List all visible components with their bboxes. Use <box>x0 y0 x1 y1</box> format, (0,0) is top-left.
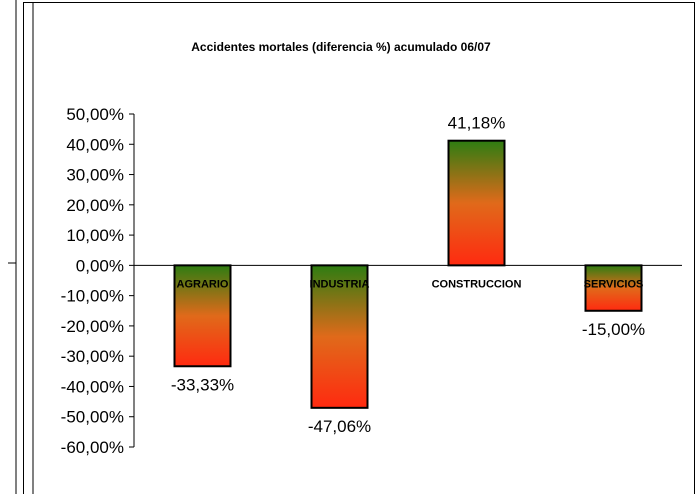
data-label: -15,00% <box>582 320 645 339</box>
bar <box>447 139 506 267</box>
bar <box>173 264 232 368</box>
bar <box>584 264 643 312</box>
category-label: SERVICIOS <box>584 278 644 290</box>
category-label: CONSTRUCCION <box>432 278 522 290</box>
y-tick-label: -40,00% <box>61 377 124 396</box>
y-tick-label: 30,00% <box>66 166 124 185</box>
category-label: INDUSTRIA <box>310 278 370 290</box>
y-tick-label: 10,00% <box>66 226 124 245</box>
data-label: -33,33% <box>171 375 234 394</box>
chart-frame <box>23 2 695 494</box>
chart-title: Accidentes mortales (diferencia %) acumu… <box>191 40 491 54</box>
y-tick-label: -50,00% <box>61 408 124 427</box>
y-tick-label: 40,00% <box>66 135 124 154</box>
y-tick-label: 0,00% <box>76 256 124 275</box>
y-tick-label: -10,00% <box>61 287 124 306</box>
bar <box>310 264 369 409</box>
category-labels: AGRARIO INDUSTRIA CONSTRUCCION SERVICIOS <box>177 278 644 290</box>
y-tick-label: 20,00% <box>66 196 124 215</box>
y-tick-label: -30,00% <box>61 347 124 366</box>
y-tick-label: 50,00% <box>66 105 124 124</box>
data-label: -47,06% <box>308 417 371 436</box>
data-label: 41,18% <box>448 114 506 133</box>
data-labels: -33,33% -47,06% 41,18% -15,00% <box>171 114 645 436</box>
bars <box>173 139 643 409</box>
y-tick-label: -20,00% <box>61 317 124 336</box>
y-tick-label: -60,00% <box>61 438 124 457</box>
category-label: AGRARIO <box>177 278 229 290</box>
